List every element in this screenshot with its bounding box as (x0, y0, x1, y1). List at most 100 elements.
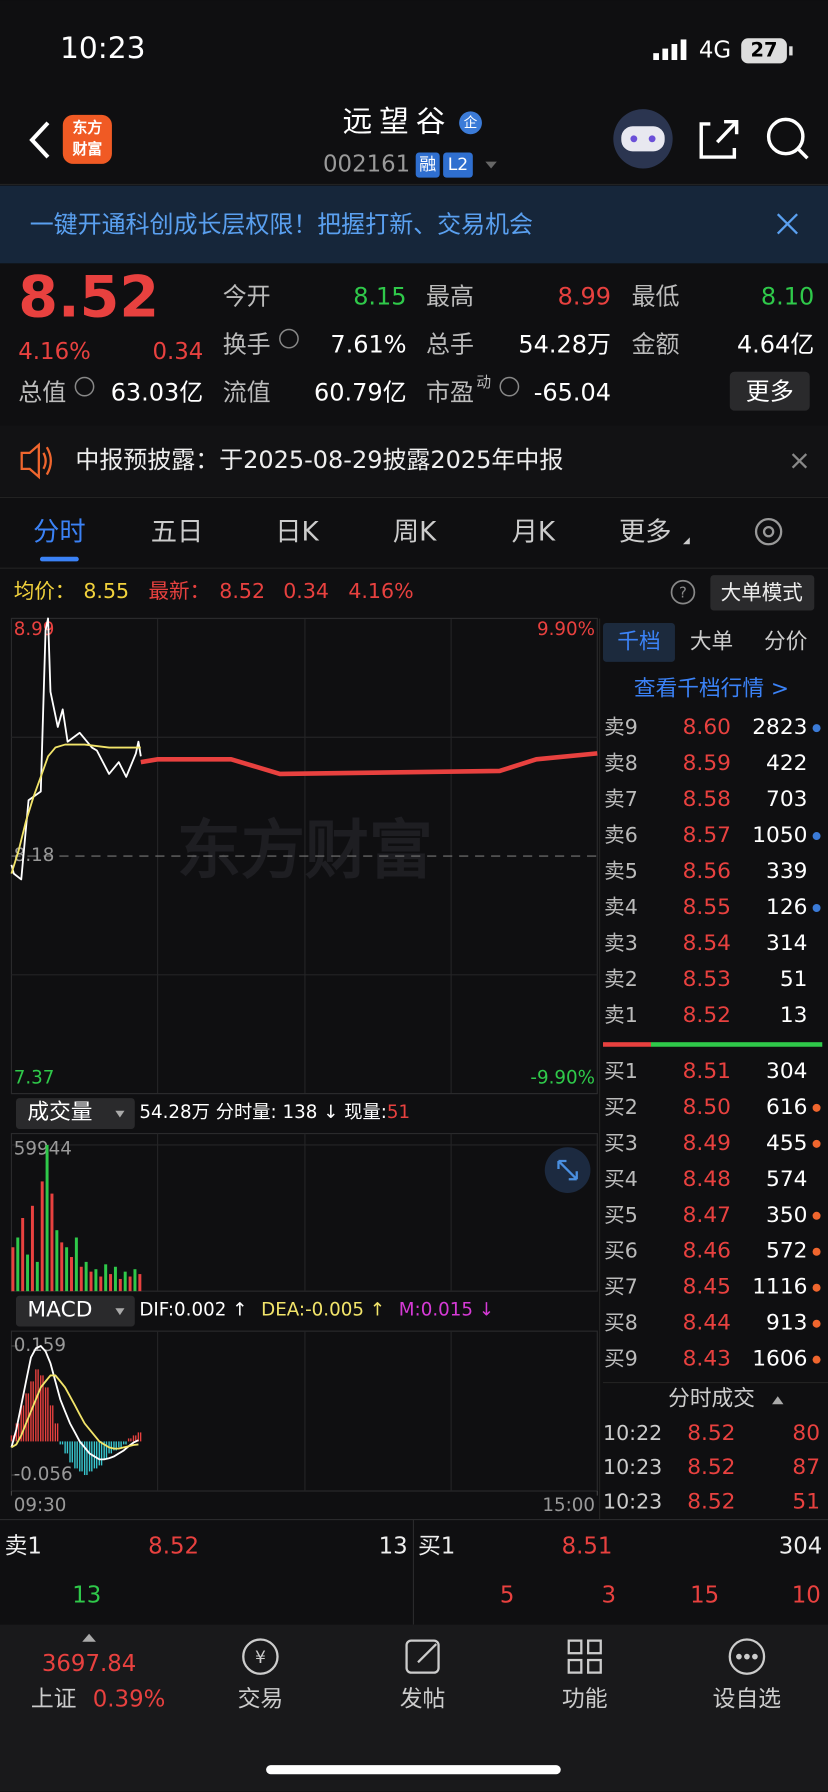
tab[interactable]: 五日 (151, 517, 204, 547)
field-label: 金额 (632, 331, 680, 359)
banner[interactable] (0, 185, 828, 264)
field-value: -65.04 (534, 378, 611, 406)
banner-close[interactable] (776, 213, 798, 235)
help-icon[interactable] (670, 579, 696, 605)
book-label: 买8 (604, 1311, 638, 1335)
volume-bar (65, 1247, 69, 1292)
volume-bar (40, 1181, 44, 1292)
book-volume: 422 (766, 751, 807, 776)
book-dot (812, 1319, 821, 1328)
y2-tick-label: 9.90% (537, 619, 595, 640)
book-volume: 455 (766, 1131, 807, 1156)
tab[interactable]: 周K (393, 517, 437, 547)
book-link[interactable]: 查看千档行情 > (634, 676, 789, 701)
book-label: 卖4 (604, 895, 638, 919)
more-button[interactable] (729, 371, 810, 411)
avatar-eye (630, 135, 638, 143)
tab[interactable]: 分时 (33, 517, 86, 547)
book-volume: 51 (780, 967, 808, 992)
trade-volume: 51 (792, 1489, 820, 1514)
avg-price: 8.55 (83, 579, 129, 603)
book-label: 买4 (604, 1167, 638, 1191)
legend-entry: M:0.015 ↓ (399, 1300, 494, 1321)
mode-button[interactable] (710, 575, 815, 611)
book-price: 8.47 (683, 1203, 731, 1228)
volume-bar (118, 1278, 122, 1292)
book-volume: 574 (766, 1167, 807, 1192)
volume-bar (94, 1269, 98, 1292)
book-label: 卖7 (604, 787, 638, 811)
index-pct: 0.39% (93, 1687, 166, 1713)
notice-text: 中报预披露：于2025-08-29披露2025年中报 (75, 446, 563, 474)
settings-button[interactable] (754, 517, 783, 546)
level1-label: 买1 (418, 1533, 455, 1559)
field-value: 8.10 (761, 283, 814, 311)
volume-bar (60, 1242, 64, 1292)
info-icon[interactable] (279, 328, 299, 349)
nav-item[interactable]: 设自选 (713, 1687, 782, 1713)
nav-item[interactable]: 发帖 (400, 1687, 446, 1713)
last-change: 0.34 (283, 579, 329, 603)
price-line (10, 743, 141, 874)
tab[interactable]: 更多 (619, 517, 672, 547)
index-name[interactable]: 上证 (31, 1687, 77, 1713)
last-price: 8.52 (18, 265, 159, 331)
volume-bar (16, 1237, 20, 1292)
share-button[interactable] (699, 119, 739, 159)
stock-code: 002161 (323, 152, 410, 178)
book-price: 8.48 (683, 1167, 731, 1192)
nav-icons: ¥ (242, 1638, 766, 1675)
indicator-selector[interactable] (15, 1295, 135, 1327)
back-button[interactable] (29, 121, 50, 159)
book-volume: 13 (780, 1003, 808, 1028)
book-price: 8.57 (683, 823, 731, 848)
dropdown-icon[interactable] (485, 161, 497, 169)
info-icon[interactable] (74, 376, 95, 397)
book-tab[interactable]: 大单 (690, 629, 733, 654)
tab-indicator (39, 556, 79, 562)
book-tab[interactable]: 分价 (764, 629, 808, 654)
volume-bar (26, 1254, 30, 1292)
book-dot (812, 1247, 821, 1256)
field-label: 今开 (223, 283, 271, 311)
avg-label: 均价： (14, 579, 76, 603)
book-dot (812, 1103, 821, 1112)
mode-button-text: 大单模式 (721, 580, 803, 604)
level1-price: 8.51 (562, 1533, 613, 1559)
queue-volume: 15 (690, 1583, 719, 1609)
ratio-bar-buy (650, 1042, 823, 1047)
book-volume: 126 (766, 895, 807, 920)
volume-bar (11, 1247, 15, 1292)
book-tab[interactable]: 千档 (617, 629, 660, 654)
legend-entry: DIF:0.002 ↑ (139, 1300, 247, 1321)
active-tab[interactable] (603, 623, 675, 662)
nav-item[interactable]: 交易 (238, 1687, 284, 1713)
info-icon[interactable] (499, 376, 520, 397)
dea-line (10, 1374, 139, 1450)
volume-bar (84, 1261, 88, 1292)
dropdown-icon (115, 1110, 125, 1118)
watermark: 东方财富 (177, 814, 433, 888)
signal-icon (653, 39, 687, 61)
battery-level: 27 (751, 38, 778, 61)
book-price: 8.58 (683, 787, 731, 812)
y-tick-label: 8.99 (14, 619, 55, 640)
notice[interactable] (0, 425, 828, 497)
volume-selector[interactable] (15, 1098, 135, 1129)
field-value: 4.64亿 (737, 331, 814, 359)
search-button[interactable] (766, 117, 805, 156)
field-value: 8.99 (558, 283, 611, 311)
trades-title: 分时成交 (668, 1387, 755, 1412)
tab[interactable]: 月K (512, 517, 556, 547)
help-mark: ? (679, 584, 687, 601)
field-label: 最低 (632, 283, 680, 311)
book-price: 8.46 (683, 1239, 731, 1264)
queue-volume: 3 (601, 1583, 616, 1609)
book-volume: 304 (766, 1059, 807, 1084)
volume-bar (133, 1269, 137, 1292)
notice-close[interactable] (791, 453, 808, 469)
volume-bar (128, 1276, 132, 1292)
nav-item[interactable]: 功能 (562, 1687, 608, 1713)
tab[interactable]: 日K (275, 517, 319, 547)
